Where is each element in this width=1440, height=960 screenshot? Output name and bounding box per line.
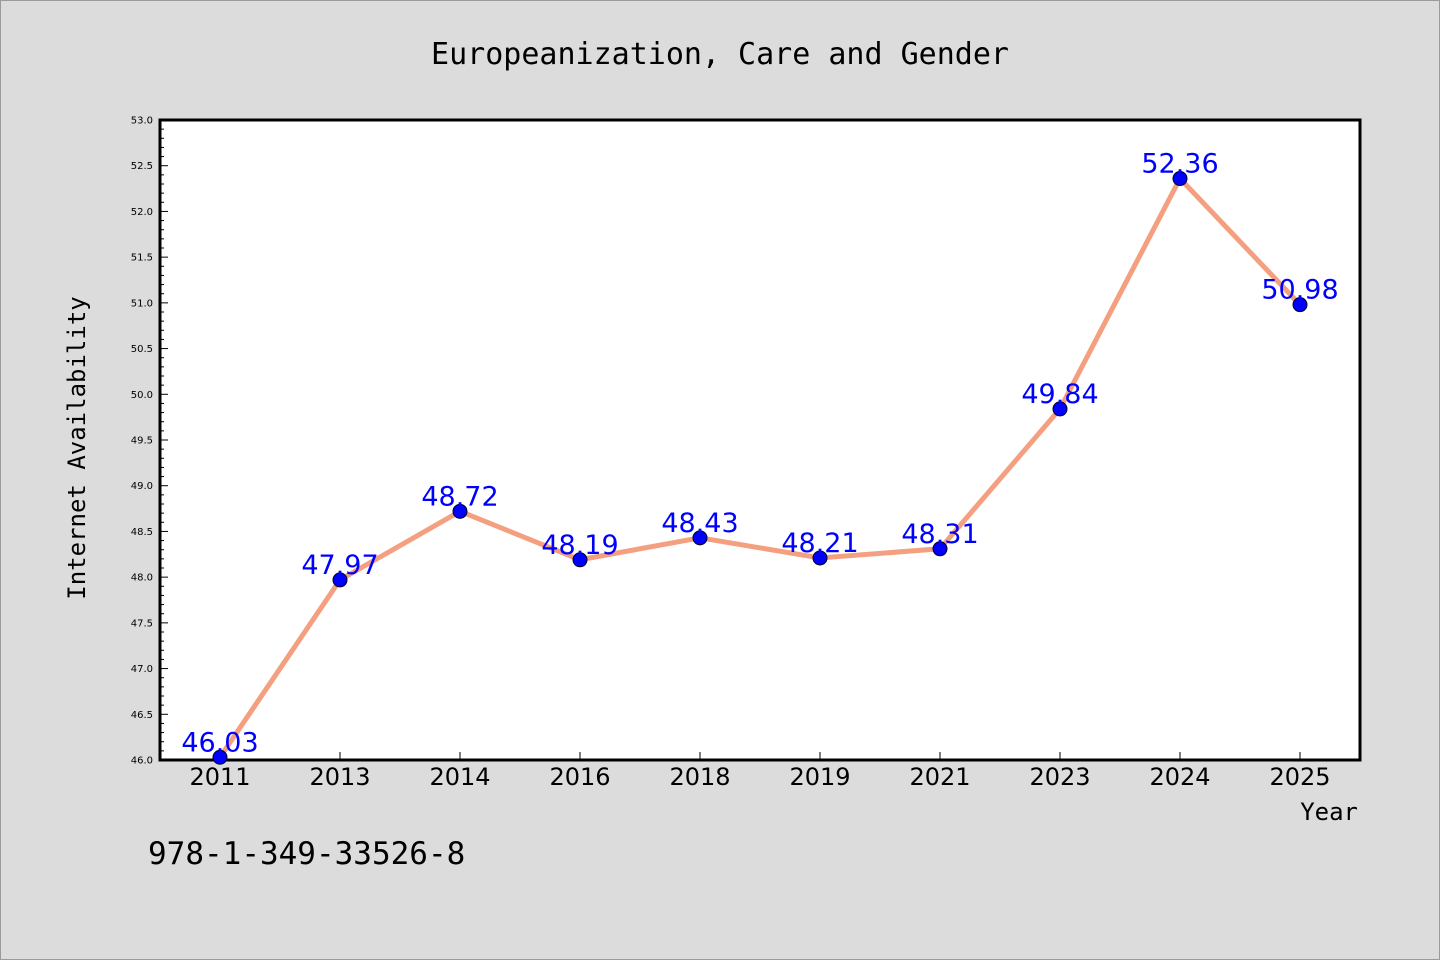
x-tick-label: 2014 — [429, 763, 490, 791]
x-tick-label: 2011 — [189, 763, 250, 791]
x-tick-label: 2024 — [1149, 763, 1210, 791]
x-tick-label: 2021 — [909, 763, 970, 791]
data-label: 52.36 — [1141, 149, 1218, 180]
y-tick-label: 53.0 — [131, 116, 153, 127]
data-point — [212, 749, 228, 765]
y-tick-label: 49.0 — [131, 481, 153, 492]
x-tick-label: 2013 — [309, 763, 370, 791]
data-point — [1172, 171, 1188, 187]
y-tick-label: 50.0 — [131, 390, 153, 401]
data-label: 48.43 — [661, 508, 738, 539]
data-point — [1052, 401, 1068, 417]
y-tick-label: 47.5 — [131, 618, 153, 629]
data-label: 46.03 — [181, 727, 258, 758]
data-point — [692, 530, 708, 546]
data-point — [1292, 297, 1308, 313]
data-point — [332, 572, 348, 588]
y-tick-label: 48.5 — [131, 527, 153, 538]
data-label: 48.72 — [421, 481, 498, 512]
data-label: 47.97 — [301, 550, 378, 581]
footer-isbn: 978-1-349-33526-8 — [148, 836, 465, 872]
y-tick-label: 49.5 — [131, 436, 153, 447]
data-point — [572, 552, 588, 568]
y-axis: 46.0 46.5 47.0 47.5 48.0 48.5 49.0 49.5 50.0 50.5… — [131, 116, 168, 767]
x-tick-label: 2023 — [1029, 763, 1090, 791]
data-label: 48.21 — [781, 528, 858, 559]
data-label: 49.84 — [1021, 379, 1098, 410]
y-tick-label: 48.0 — [131, 573, 153, 584]
y-tick-label: 52.0 — [131, 207, 153, 218]
y-tick-label: 52.5 — [131, 161, 153, 172]
data-label: 48.31 — [901, 519, 978, 550]
series-layer — [212, 171, 1308, 765]
data-label: 50.98 — [1261, 275, 1338, 306]
y-tick-label: 51.5 — [131, 253, 153, 264]
y-axis-label: Internet Availability — [63, 296, 91, 599]
y-tick-label: 50.5 — [131, 344, 153, 355]
y-tick-label: 47.0 — [131, 664, 153, 675]
series-line — [217, 176, 1303, 760]
data-labels-layer: 46.03 47.97 48.72 48.19 48.43 48.21 48.31 49.84… — [181, 149, 1338, 759]
x-tick-label: 2025 — [1269, 763, 1330, 791]
data-label: 48.19 — [541, 530, 618, 561]
x-tick-label: 2019 — [789, 763, 850, 791]
y-tick-label: 51.0 — [131, 298, 153, 309]
data-point — [932, 541, 948, 557]
x-tick-label: 2018 — [669, 763, 730, 791]
chart-title: Europeanization, Care and Gender — [431, 37, 1009, 72]
data-point — [812, 550, 828, 566]
y-tick-label: 46.0 — [131, 756, 153, 767]
data-point — [452, 503, 468, 519]
x-tick-label: 2016 — [549, 763, 610, 791]
x-axis: 2011 2013 2014 2016 2018 2019 2021 2023 2024 2025 — [189, 752, 1331, 791]
plot-area — [158, 118, 1362, 762]
y-tick-label: 46.5 — [131, 710, 153, 721]
x-axis-label: Year — [1300, 798, 1358, 826]
